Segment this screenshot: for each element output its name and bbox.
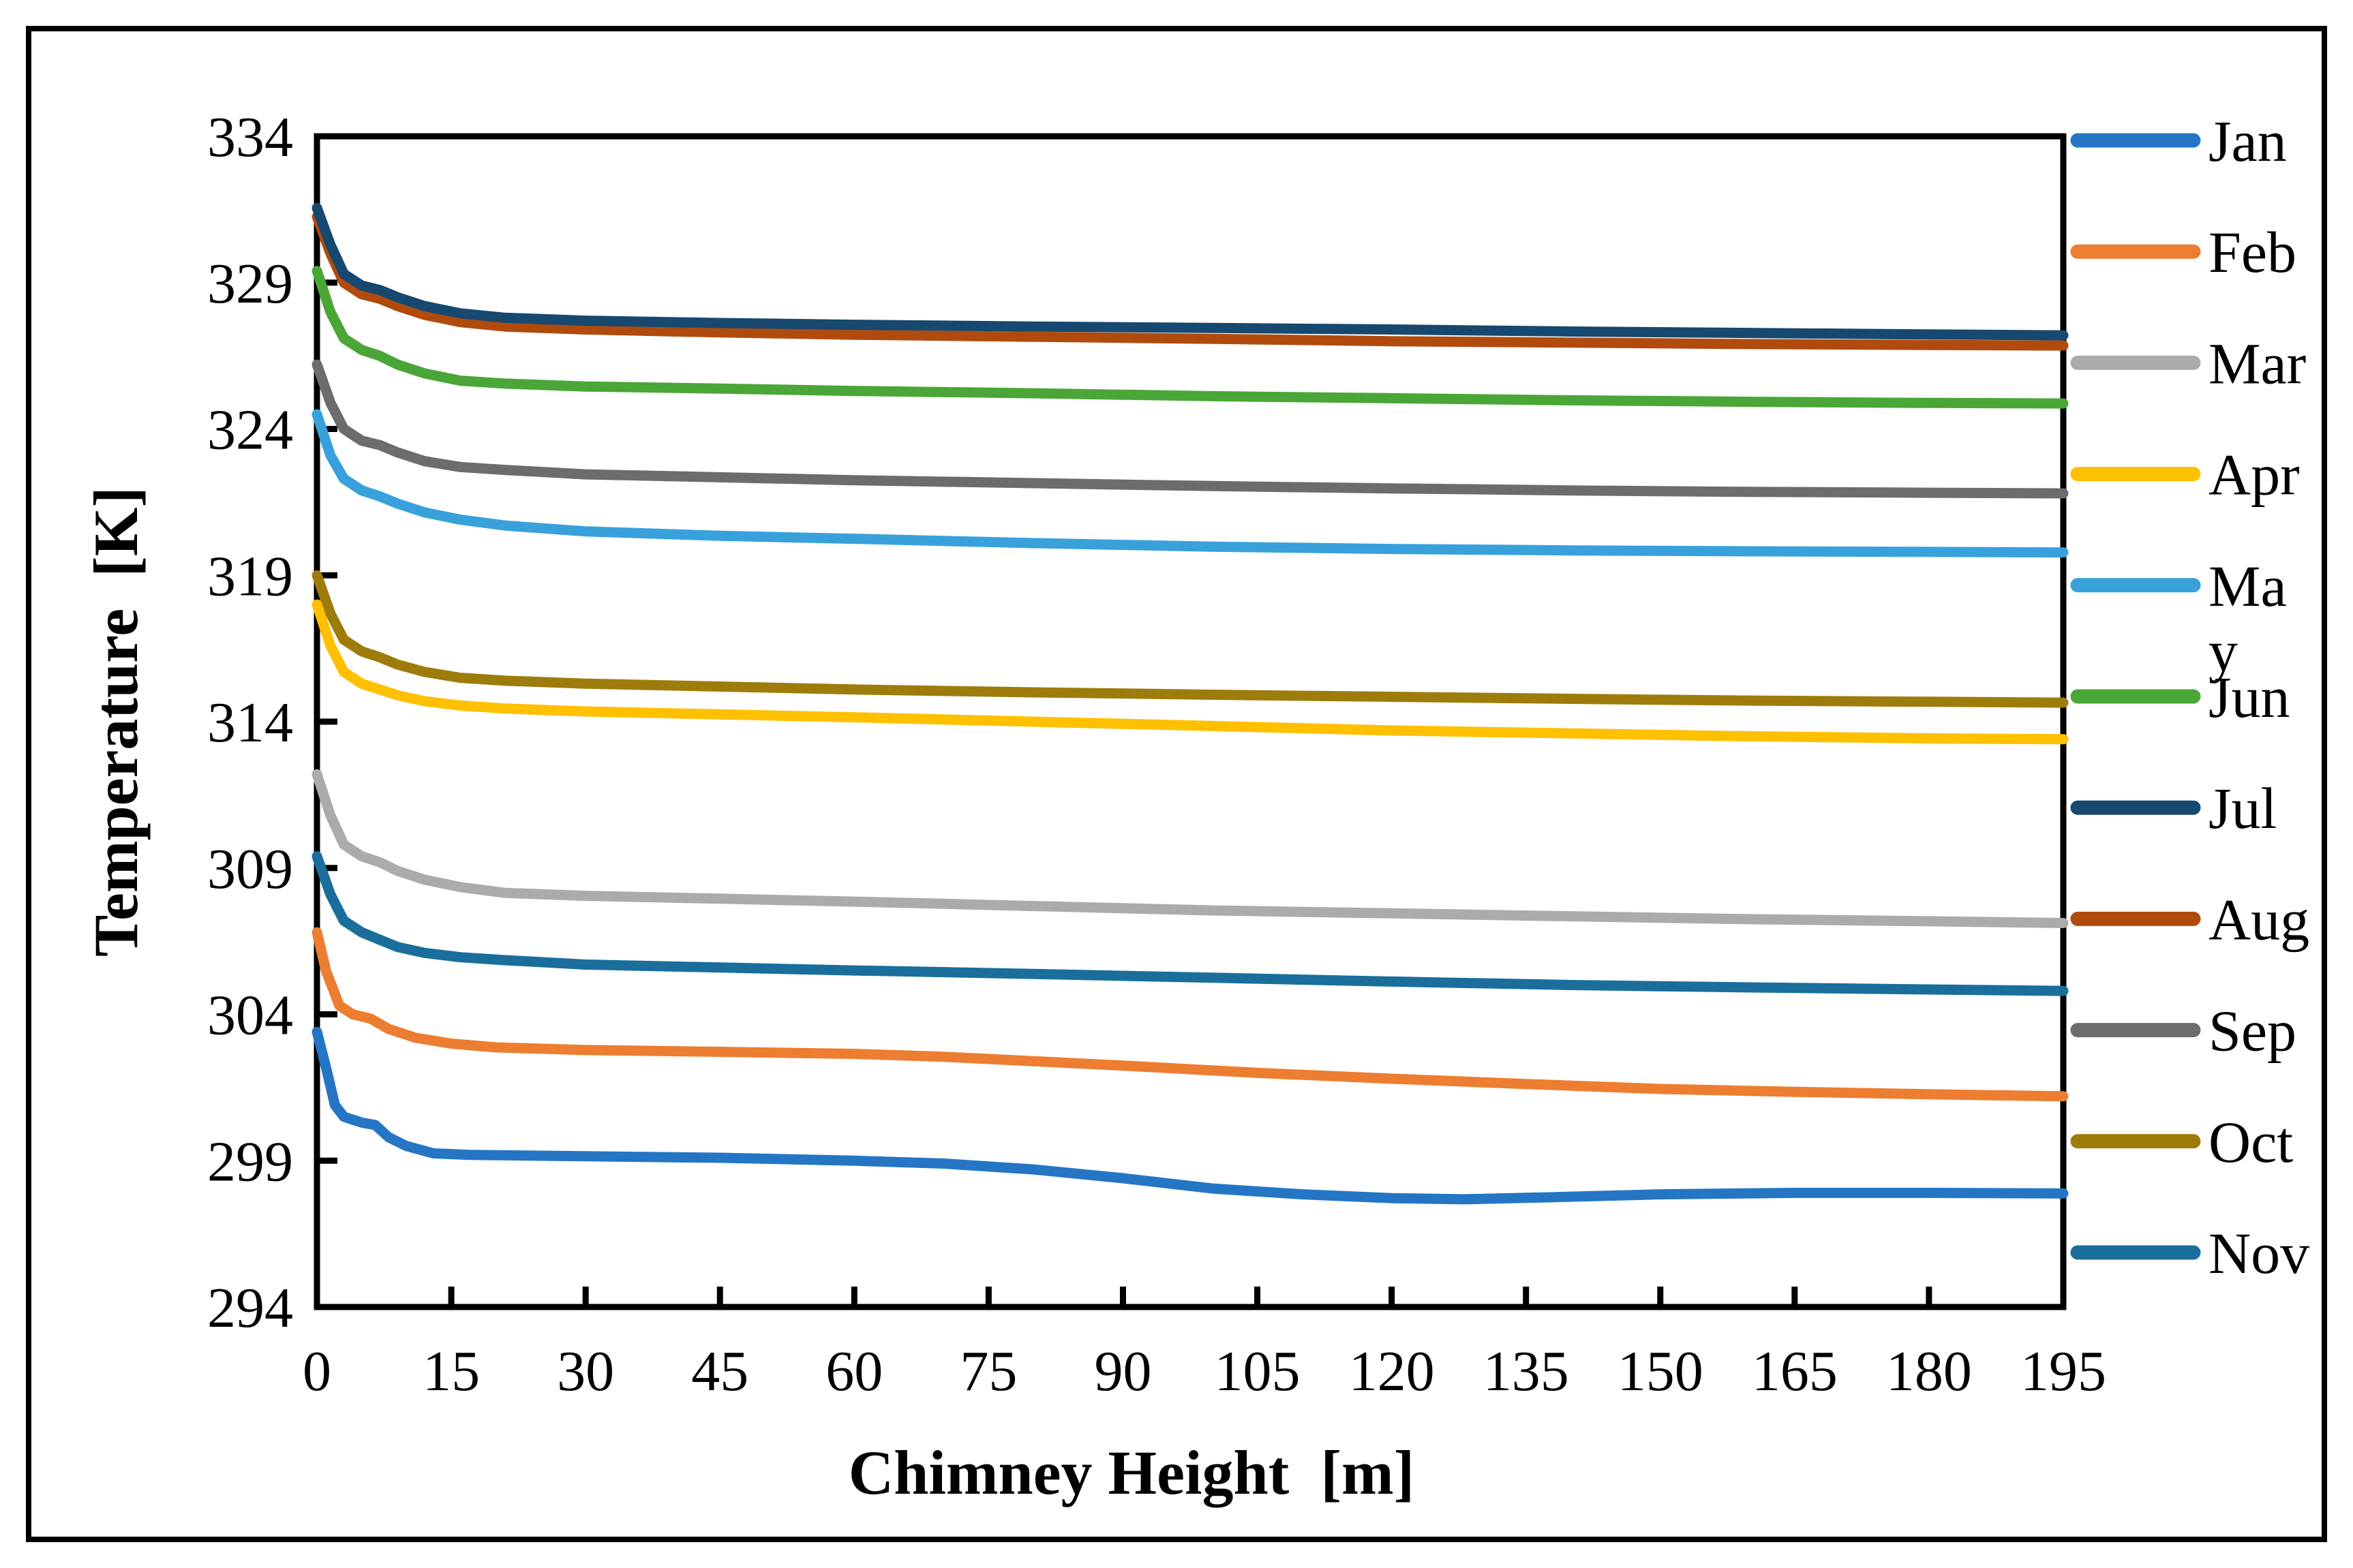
x-tick-label: 45 (691, 1340, 748, 1403)
x-tick-label: 60 (825, 1340, 883, 1403)
y-tick-label: 329 (207, 252, 293, 316)
x-tick-label: 195 (2020, 1340, 2106, 1403)
legend-label-jun: Jun (2208, 664, 2290, 730)
y-tick-label: 294 (207, 1276, 293, 1340)
series-line-nov (312, 851, 2069, 996)
x-tick-label: 90 (1094, 1340, 1151, 1403)
x-tick-label: 0 (303, 1340, 331, 1403)
x-tick-label: 30 (557, 1340, 614, 1403)
series-line-sep (312, 359, 2069, 499)
x-tick-label: 15 (423, 1340, 480, 1403)
legend-label-feb: Feb (2208, 219, 2296, 285)
x-tick-label: 150 (1618, 1340, 1703, 1403)
y-tick-label: 299 (207, 1130, 293, 1193)
legend-label-jul: Jul (2208, 775, 2277, 841)
legend-label-oct: Oct (2208, 1109, 2293, 1175)
y-tick-label: 324 (207, 399, 293, 462)
x-tick-label: 75 (960, 1340, 1017, 1403)
legend-label-jan: Jan (2208, 108, 2287, 174)
figure-border (26, 26, 2327, 1542)
x-tick-label: 105 (1215, 1340, 1301, 1403)
y-tick-label: 309 (207, 837, 293, 901)
series-line-jun (312, 266, 2069, 409)
series-line-aug (312, 211, 2069, 351)
x-axis-title: Chimney Height [m] (848, 1438, 1415, 1507)
legend-label-mar: Mar (2208, 330, 2306, 396)
series-line-feb (312, 927, 2069, 1102)
series-line-oct (312, 570, 2069, 708)
y-tick-label: 314 (207, 691, 293, 754)
x-tick-label: 165 (1752, 1340, 1838, 1403)
series-line-jul (312, 202, 2069, 341)
series-line-apr (312, 599, 2069, 745)
y-tick-label: 334 (207, 106, 293, 169)
x-tick-label: 180 (1886, 1340, 1972, 1403)
y-tick-label: 319 (207, 544, 293, 608)
y-tick-label: 304 (207, 984, 293, 1047)
series-line-mar (312, 769, 2069, 928)
legend-label-nov: Nov (2208, 1220, 2309, 1286)
legend-label-aug: Aug (2208, 887, 2309, 952)
y-axis-title: Temperature [K] (81, 487, 151, 957)
series-line-may (312, 409, 2069, 558)
legend-label-sep: Sep (2208, 998, 2296, 1064)
x-tick-label: 120 (1349, 1340, 1435, 1403)
legend-label-may: Ma y (2208, 553, 2287, 683)
x-tick-label: 135 (1483, 1340, 1569, 1403)
legend-label-apr: Apr (2208, 442, 2300, 508)
series-line-jan (312, 1026, 2069, 1205)
